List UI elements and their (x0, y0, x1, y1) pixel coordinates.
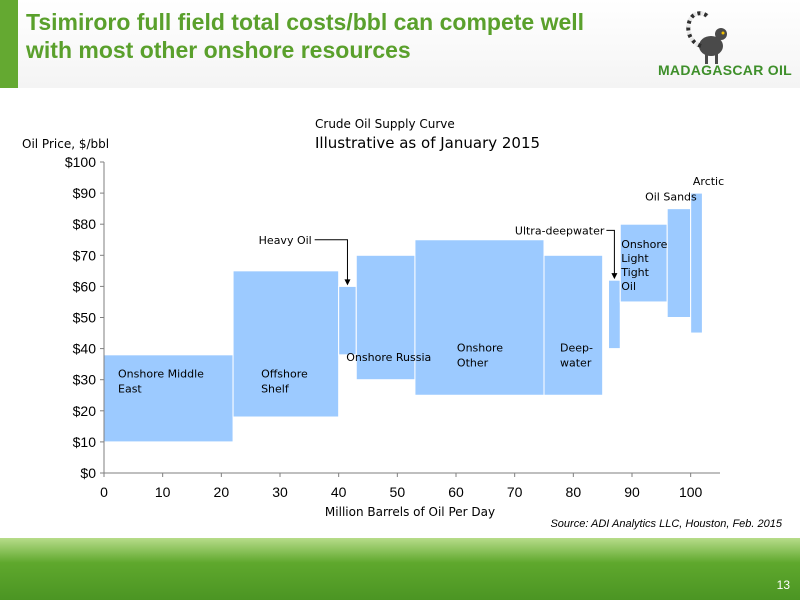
lemur-icon (686, 11, 727, 64)
bar-heavy-oil (338, 285, 357, 356)
y-tick-label: $10 (73, 434, 97, 450)
bar-label-offshore-shelf: Offshore Shelf (261, 368, 308, 396)
chart-title: Crude Oil Supply Curve (315, 117, 455, 131)
x-tick-label: 90 (624, 484, 640, 500)
y-axis-label: Oil Price, $/bbl (22, 137, 109, 151)
bar-onshore-russia (355, 254, 416, 381)
company-logo: MADAGASCAR OIL (655, 6, 795, 82)
bar-label-onshore-light-tight-oil: Onshore Light Tight Oil (620, 238, 667, 293)
source-note: Source: ADI Analytics LLC, Houston, Feb.… (550, 518, 782, 530)
slide-title-line-2: with most other onshore resources (26, 37, 411, 63)
y-tick-label: $20 (73, 403, 97, 419)
x-tick-label: 80 (566, 484, 582, 500)
bar-label-onshore-russia: Onshore Russia (346, 351, 431, 364)
heavy-oil-callout-line (314, 239, 348, 281)
chart-subtitle: Illustrative as of January 2015 (315, 134, 540, 152)
footer-band: 13 (0, 538, 800, 600)
y-tick-label: $0 (80, 465, 96, 481)
ultra-deepwater-callout-line (606, 229, 615, 275)
bar-offshore-shelf (232, 270, 340, 418)
slide-title-line-1: Tsimiroro full field total costs/bbl can… (26, 9, 585, 35)
bar-label-oil-sands: Oil Sands (645, 191, 697, 204)
y-tick-label: $50 (73, 310, 97, 326)
bar-label-ultra-deepwater: Ultra-deepwater (515, 224, 605, 237)
bar-label-arctic: Arctic (693, 175, 724, 188)
y-tick-label: $40 (73, 341, 97, 357)
bar-onshore-middle-east (103, 354, 234, 443)
y-tick-label: $70 (73, 247, 97, 263)
bar-onshore-other (414, 239, 545, 396)
header-accent-band (0, 0, 18, 88)
bar-label-onshore-middle-east: Onshore Middle East (118, 368, 204, 396)
y-tick-label: $60 (73, 278, 97, 294)
y-tick-label: $80 (73, 216, 97, 232)
bar-oil-sands (666, 208, 692, 318)
x-tick-label: 50 (390, 484, 406, 500)
x-tick-label: 30 (272, 484, 288, 500)
bar-ultra-deepwater (608, 279, 621, 350)
y-tick-label: $30 (73, 372, 97, 388)
bar-label-deep-water: Deep-water (560, 342, 593, 370)
labels-layer: Onshore Middle East Offshore Shelf Onshore R… (118, 175, 724, 396)
y-tick-label: $100 (65, 154, 96, 170)
slide-title: Tsimiroro full field total costs/bbl can… (26, 8, 636, 64)
ultra-deepwater-arrow-icon (611, 273, 618, 280)
x-tick-label: 0 (100, 484, 108, 500)
x-tick-label: 40 (331, 484, 347, 500)
bar-arctic (690, 192, 703, 334)
bar-onshore-light-tight-oil (619, 223, 668, 303)
axes-layer: $0 $10 $20 $30 $40 $50 $60 $70 $80 $90 $100 0 10 20 30… (65, 154, 720, 500)
logo-text: MADAGASCAR OIL (657, 62, 793, 78)
x-tick-label: 20 (214, 484, 230, 500)
bars-layer (103, 192, 703, 443)
heavy-oil-arrow-icon (344, 279, 351, 286)
x-tick-label: 70 (507, 484, 523, 500)
x-tick-label: 100 (679, 484, 703, 500)
x-tick-label: 60 (448, 484, 464, 500)
bar-deep-water (543, 254, 604, 396)
bar-label-heavy-oil: Heavy Oil (259, 234, 312, 247)
y-tick-label: $90 (73, 185, 97, 201)
page-number: 13 (776, 578, 790, 592)
x-tick-label: 10 (155, 484, 171, 500)
slide-header: Tsimiroro full field total costs/bbl can… (0, 0, 800, 88)
bar-label-onshore-other: Onshore Other (457, 342, 503, 370)
x-axis-label: Million Barrels of Oil Per Day (325, 505, 495, 519)
